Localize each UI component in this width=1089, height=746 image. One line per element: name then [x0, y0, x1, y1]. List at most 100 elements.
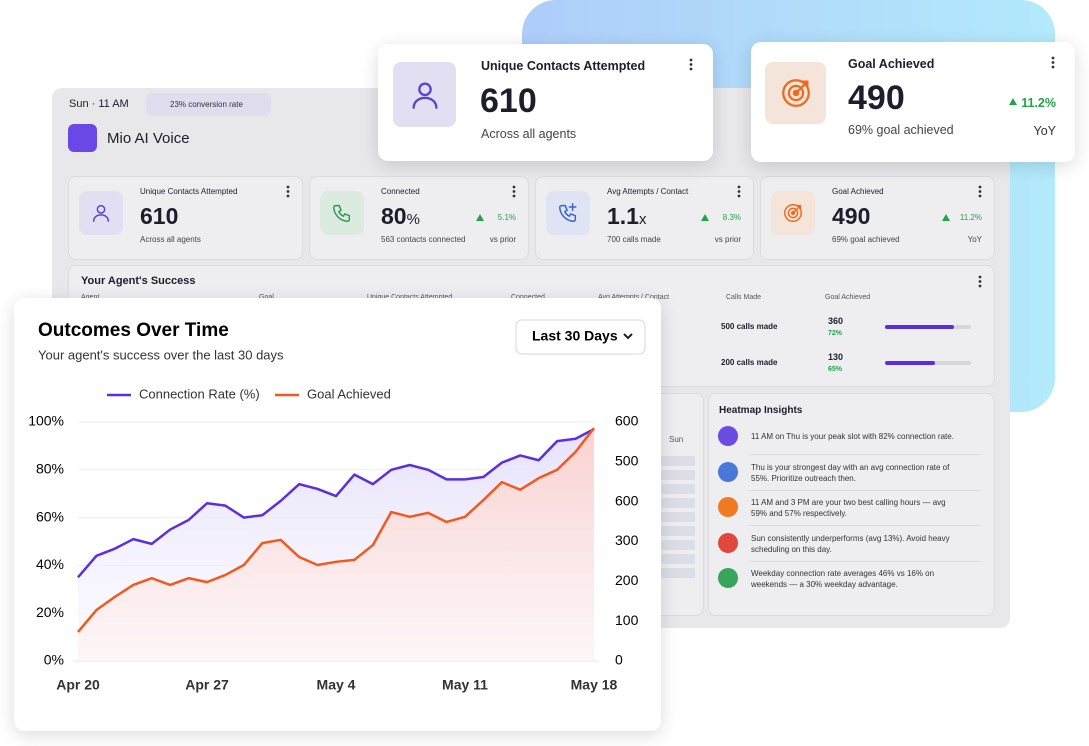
icon-part	[787, 207, 799, 219]
card-title: Unique Contacts Attempted	[481, 59, 646, 73]
line	[77, 428, 595, 579]
kpi-period: YoY	[967, 235, 982, 244]
icon-part[interactable]	[737, 185, 741, 189]
icon-part[interactable]	[978, 284, 982, 288]
up-arrow	[701, 214, 709, 221]
dropdown-box[interactable]	[515, 319, 646, 355]
y2-tick-label: 0	[615, 652, 623, 668]
icon-part	[412, 82, 437, 109]
icon-part[interactable]	[286, 185, 290, 189]
insight-text: 11 AM on Thu is your peak slot with 82% …	[751, 432, 954, 441]
icon-part[interactable]	[512, 185, 516, 189]
icon-part[interactable]	[689, 58, 693, 71]
menu-dots[interactable]	[689, 58, 693, 76]
insight-icon	[718, 532, 738, 553]
icon-part[interactable]	[737, 194, 741, 198]
heat-cell	[661, 540, 695, 550]
x-tick-label: May 4	[317, 677, 356, 693]
insight-text: Sun consistently underperforms (avg 13%)…	[751, 533, 950, 554]
table-header: Agent	[81, 294, 99, 301]
icon-part[interactable]	[737, 185, 741, 198]
kpi-note: 563 contacts connected	[381, 235, 466, 244]
icon-part	[92, 204, 110, 222]
icon-part	[333, 204, 351, 222]
icon-part	[794, 80, 808, 95]
card-period: YoY	[1033, 124, 1056, 138]
card-note: Across all agents	[481, 127, 577, 141]
heat-cell	[661, 512, 695, 522]
kpi-title: Unique Contacts Attempted	[140, 187, 238, 196]
heat-cell	[661, 456, 695, 466]
kpi-value: 1.1x	[607, 203, 646, 230]
icon-part	[333, 204, 351, 222]
icon-part	[96, 204, 106, 214]
table-header: Goal	[259, 294, 274, 301]
menu-dots[interactable]	[286, 185, 290, 203]
menu-dots[interactable]	[978, 275, 982, 293]
kpi-card: Goal Achieved 490 69% goal achieved 11.2% Yo…	[760, 176, 995, 260]
icon-part[interactable]	[978, 194, 982, 198]
range-dropdown[interactable]: Last 30 Days	[515, 319, 646, 355]
icon-part[interactable]	[1051, 61, 1055, 64]
x-tick-label: May 18	[571, 677, 618, 693]
menu-dots[interactable]	[737, 185, 741, 203]
kpi-title: Avg Attempts / Contact	[607, 187, 689, 196]
icon-part[interactable]	[689, 63, 693, 66]
menu-dots[interactable]	[1051, 56, 1055, 74]
icon-part[interactable]	[978, 190, 982, 193]
kpi-change: 8.3%	[722, 213, 741, 222]
insight-icon	[718, 461, 738, 482]
icon-part[interactable]	[978, 185, 982, 198]
icon-part	[784, 204, 802, 222]
progress-track	[885, 325, 971, 329]
icon-part[interactable]	[1051, 65, 1055, 69]
icon-part[interactable]	[978, 280, 982, 283]
goal-rate: 65%	[828, 366, 843, 373]
progress-track	[885, 361, 971, 365]
menu-dots[interactable]	[978, 185, 982, 203]
icon-box	[546, 191, 590, 235]
icon-part[interactable]	[512, 194, 516, 198]
heat-cell	[661, 484, 695, 494]
icon-part	[559, 204, 577, 222]
y-tick-label: 20%	[36, 604, 64, 620]
y-tick-label: 60%	[36, 508, 64, 524]
kpi-number: 1.1	[607, 203, 639, 229]
calls-made: 200 calls made	[721, 358, 778, 367]
icon-part[interactable]	[286, 190, 290, 193]
icon-part[interactable]	[286, 194, 290, 198]
icon-part[interactable]	[512, 185, 516, 198]
icon-part[interactable]	[689, 58, 693, 62]
icon-part[interactable]	[512, 190, 516, 193]
insight-icon	[718, 426, 738, 446]
chart-subtitle: Your agent's success over the last 30 da…	[38, 347, 284, 362]
table-header: Goal Achieved	[825, 294, 871, 301]
kpi-period: vs prior	[714, 235, 741, 244]
divider	[749, 454, 981, 455]
icon-part[interactable]	[1051, 56, 1055, 60]
heatmap-day: Sun	[669, 435, 684, 444]
conversion-badge: 23% conversion rate	[146, 93, 271, 116]
menu-dots[interactable]	[512, 185, 516, 203]
icon-part[interactable]	[978, 185, 982, 189]
icon-part[interactable]	[689, 67, 693, 71]
card-note: 69% goal achieved	[848, 123, 954, 137]
icon-part[interactable]	[978, 275, 982, 288]
dropdown-label[interactable]: Last 30 Days	[532, 328, 618, 344]
insight-text: 11 AM and 3 PM are your two best calling…	[751, 498, 946, 518]
icon-part[interactable]	[286, 185, 290, 198]
divider	[749, 560, 981, 562]
y-tick-label: 40%	[36, 556, 64, 572]
insight-text: Weekday connection rate averages 46% vs …	[751, 569, 935, 589]
legend-label: Goal Achieved	[307, 386, 391, 401]
y2-tick-label: 600	[615, 492, 639, 508]
line	[77, 427, 595, 633]
icon-part	[781, 79, 810, 107]
chevron[interactable]	[623, 333, 633, 340]
heat-cell	[661, 470, 695, 480]
icon-part	[417, 82, 432, 96]
kpi-title: Connected	[381, 187, 420, 196]
icon-part[interactable]	[737, 190, 741, 193]
icon-part[interactable]	[978, 275, 982, 279]
icon-part[interactable]	[1051, 56, 1055, 69]
